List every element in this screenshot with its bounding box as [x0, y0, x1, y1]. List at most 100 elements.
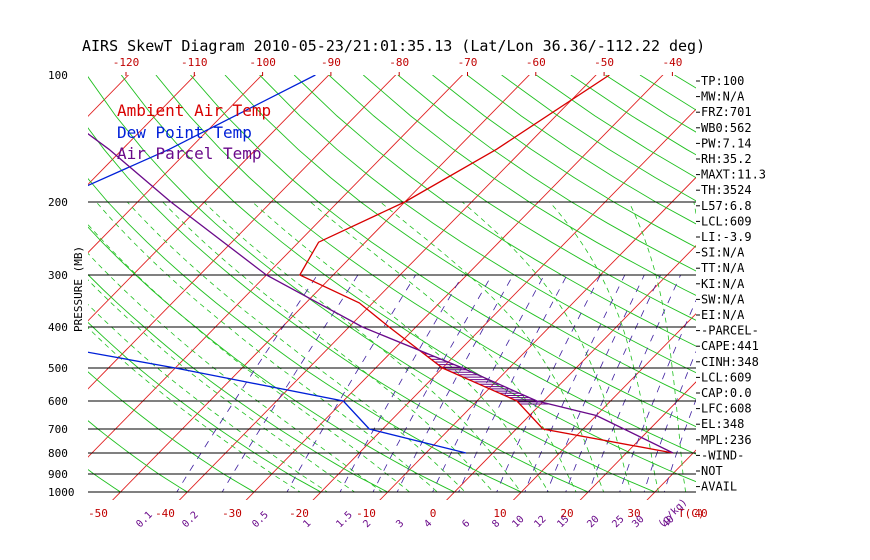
stat-item: -WIND- — [701, 448, 744, 462]
stat-item: LI:-3.9 — [701, 230, 752, 244]
stat-item: WB0:562 — [701, 121, 752, 135]
mixing-ratio-line — [546, 274, 645, 493]
stat-item: MAXT:11.3 — [701, 168, 766, 182]
moist-adiabat-line — [162, 201, 508, 493]
pressure-tick-label: 500 — [48, 362, 68, 375]
stat-item: RH:35.2 — [701, 152, 752, 166]
mixing-ratio-line — [286, 274, 416, 493]
isotherm-line — [88, 75, 196, 186]
mixing-ratio-tick: 1 — [301, 518, 313, 530]
stat-item: -PARCEL- — [701, 324, 759, 338]
dry-adiabat-line — [88, 127, 616, 493]
bottom-temp-tick: 0 — [430, 507, 437, 520]
mixing-ratio-line — [524, 274, 626, 493]
isotherm-line — [88, 75, 330, 322]
isotherm-line — [766, 40, 870, 515]
legend-item-1: Dew Point Temp — [117, 123, 252, 142]
stat-item: CAP:0.0 — [701, 386, 752, 400]
top-temp-tick: -80 — [389, 56, 409, 69]
isotherm-line — [88, 75, 397, 390]
mixing-ratio-tick: 10 — [510, 514, 526, 530]
mixing-ratio-line — [565, 274, 661, 493]
top-temp-tick: -120 — [113, 56, 140, 69]
stat-item: MW:N/A — [701, 90, 745, 104]
stat-item: SW:N/A — [701, 292, 745, 306]
moist-adiabat-line — [88, 279, 375, 493]
isotherm-line — [0, 40, 29, 515]
mixing-ratio-line — [457, 274, 568, 493]
series-layer — [88, 75, 674, 454]
stat-item: CINH:348 — [701, 355, 759, 369]
mixing-ratio-line — [496, 274, 601, 493]
stat-item: MPL:236 — [701, 433, 752, 447]
mixing-ratio-line — [372, 274, 493, 493]
dry-adiabat-line — [88, 76, 684, 493]
background-lines — [0, 40, 870, 515]
isotherm-line — [446, 244, 696, 500]
stat-item: CAPE:441 — [701, 339, 759, 353]
stat-item: TT:N/A — [701, 261, 745, 275]
pressure-tick-label: 200 — [48, 196, 68, 209]
stat-item: SI:N/A — [701, 246, 745, 260]
series-line-1 — [88, 75, 467, 454]
moist-adiabat-line — [549, 201, 669, 493]
series-line-0 — [298, 75, 674, 454]
stat-item: KI:N/A — [701, 277, 745, 291]
isotherm-line — [88, 75, 464, 458]
dry-adiabat-line — [88, 420, 210, 493]
bottom-temp-tick: 20 — [560, 507, 573, 520]
bottom-temp-tick: -30 — [222, 507, 242, 520]
top-temp-tick: -100 — [249, 56, 276, 69]
mixing-ratio-line — [588, 274, 681, 493]
pressure-tick-label: 800 — [48, 447, 68, 460]
moist-adiabat-line — [88, 224, 428, 493]
isotherm-line — [512, 313, 696, 500]
dry-adiabat-line — [259, 75, 696, 374]
moist-adiabat-line — [252, 201, 562, 493]
mixing-ratio-tick: 0.1 — [134, 510, 155, 531]
bottom-temp-tick: 40 — [694, 507, 707, 520]
pressure-tick-label: 900 — [48, 468, 68, 481]
dry-adiabat-line — [88, 469, 142, 493]
stat-item: TH:3524 — [701, 183, 752, 197]
top-temp-tick: -40 — [662, 56, 682, 69]
legend-item-0: Ambient Air Temp — [117, 101, 271, 120]
pressure-tick-label: 1000 — [48, 486, 75, 499]
stat-item: EI:N/A — [701, 308, 745, 322]
axes-layer: 1002003004005006007008009001000PRESSURE … — [48, 56, 708, 530]
stat-item: AVAIL — [701, 480, 737, 494]
moist-adiabat-line — [127, 201, 482, 493]
isotherm-line — [579, 381, 696, 500]
stat-item: LFC:608 — [701, 402, 752, 416]
stat-item: LCL:609 — [701, 370, 752, 384]
moist-adiabat-line — [310, 201, 589, 493]
isotherm-line — [312, 108, 696, 500]
stat-item: NOT — [701, 464, 723, 478]
dry-adiabat-line — [847, 75, 870, 492]
stat-item: TP:100 — [701, 74, 744, 88]
stat-item: L57:6.8 — [701, 199, 752, 213]
mixing-ratio-tick: 3 — [394, 518, 406, 530]
stat-item: LCL:609 — [701, 214, 752, 228]
dry-adiabat-line — [88, 177, 548, 493]
pressure-tick-label: 100 — [48, 69, 68, 82]
chart-title: AIRS SkewT Diagram 2010-05-23/21:01:35.1… — [82, 37, 705, 55]
dry-adiabat-line — [397, 75, 696, 272]
mixing-ratio-line — [221, 274, 359, 493]
mixing-ratio-tick: 20 — [585, 514, 601, 530]
bottom-temp-tick: -40 — [155, 507, 175, 520]
mixing-ratio-tick: 0.2 — [180, 510, 201, 531]
top-temp-tick: -70 — [458, 56, 478, 69]
dry-adiabat-line — [328, 75, 696, 321]
moist-adiabat-line — [88, 304, 348, 493]
dry-adiabat-line — [88, 321, 345, 493]
moist-adiabat-line — [95, 201, 455, 493]
temp-unit-label: T(C) — [678, 507, 705, 520]
mixing-ratio-line — [643, 350, 696, 493]
bottom-temp-tick: 10 — [493, 507, 506, 520]
isotherm-line — [112, 75, 530, 500]
dry-adiabat-line — [813, 75, 870, 492]
isotherm-line — [178, 75, 597, 500]
